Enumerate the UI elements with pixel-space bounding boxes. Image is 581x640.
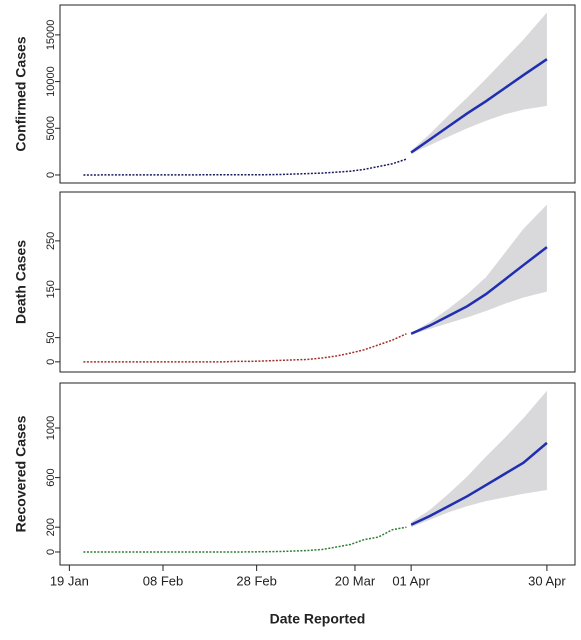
y-tick-label: 200 — [45, 518, 57, 536]
x-tick-label: 19 Jan — [50, 573, 89, 588]
x-axis-label: Date Reported — [270, 611, 366, 627]
y-tick-label: 600 — [45, 468, 57, 486]
y-tick-label: 10000 — [45, 66, 57, 97]
x-tick-label: 20 Mar — [335, 573, 376, 588]
forecast-line — [410, 441, 548, 526]
x-tick-label: 01 Apr — [392, 573, 430, 588]
observed-line — [83, 158, 407, 176]
x-tick-label: 28 Feb — [236, 573, 276, 588]
y-axis-label: Recovered Cases — [13, 415, 29, 532]
panel-frame — [59, 382, 576, 566]
observed-line — [83, 333, 407, 363]
panel-frame — [59, 191, 576, 373]
y-tick-label: 250 — [45, 232, 57, 250]
x-tick-label: 08 Feb — [143, 573, 183, 588]
y-tick-label: 150 — [45, 280, 57, 298]
y-tick-label: 0 — [45, 172, 57, 178]
y-axis-label: Confirmed Cases — [13, 36, 29, 151]
y-tick-label: 1000 — [45, 416, 57, 440]
x-tick-label: 30 Apr — [528, 573, 566, 588]
y-tick-label: 50 — [45, 332, 57, 344]
forecast-line — [410, 246, 548, 335]
y-tick-label: 15000 — [45, 20, 57, 51]
panel-frame — [59, 4, 576, 184]
y-axis-label: Death Cases — [13, 240, 29, 324]
y-tick-label: 0 — [45, 359, 57, 365]
forecast-band — [411, 204, 547, 335]
y-tick-label: 0 — [45, 549, 57, 555]
forecast-band — [411, 12, 547, 154]
observed-line — [83, 526, 407, 553]
forecast-band — [411, 390, 547, 528]
y-tick-label: 5000 — [45, 116, 57, 140]
forecast-line — [410, 58, 548, 154]
